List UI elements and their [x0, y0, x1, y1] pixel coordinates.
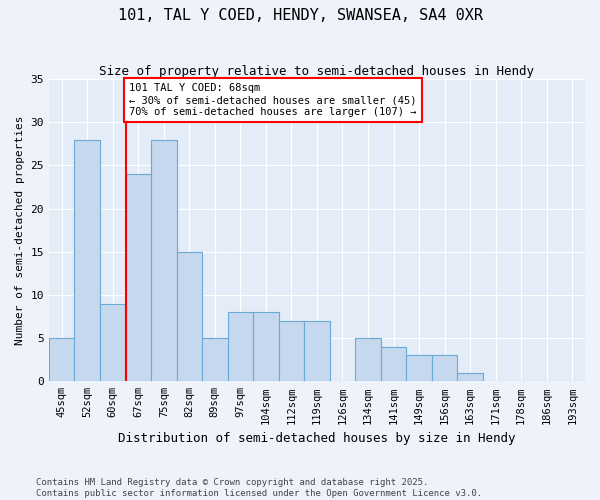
X-axis label: Distribution of semi-detached houses by size in Hendy: Distribution of semi-detached houses by …: [118, 432, 516, 445]
Bar: [381, 347, 406, 382]
Bar: [304, 321, 330, 382]
Title: Size of property relative to semi-detached houses in Hendy: Size of property relative to semi-detach…: [100, 65, 535, 78]
Y-axis label: Number of semi-detached properties: Number of semi-detached properties: [15, 116, 25, 345]
Bar: [151, 140, 176, 382]
Text: 101 TAL Y COED: 68sqm
← 30% of semi-detached houses are smaller (45)
70% of semi: 101 TAL Y COED: 68sqm ← 30% of semi-deta…: [130, 84, 417, 116]
Bar: [100, 304, 125, 382]
Bar: [406, 356, 432, 382]
Bar: [202, 338, 227, 382]
Bar: [355, 338, 381, 382]
Bar: [176, 252, 202, 382]
Text: Contains HM Land Registry data © Crown copyright and database right 2025.
Contai: Contains HM Land Registry data © Crown c…: [36, 478, 482, 498]
Bar: [74, 140, 100, 382]
Text: 101, TAL Y COED, HENDY, SWANSEA, SA4 0XR: 101, TAL Y COED, HENDY, SWANSEA, SA4 0XR: [118, 8, 482, 22]
Bar: [253, 312, 278, 382]
Bar: [49, 338, 74, 382]
Bar: [432, 356, 457, 382]
Bar: [125, 174, 151, 382]
Bar: [278, 321, 304, 382]
Bar: [457, 372, 483, 382]
Bar: [227, 312, 253, 382]
